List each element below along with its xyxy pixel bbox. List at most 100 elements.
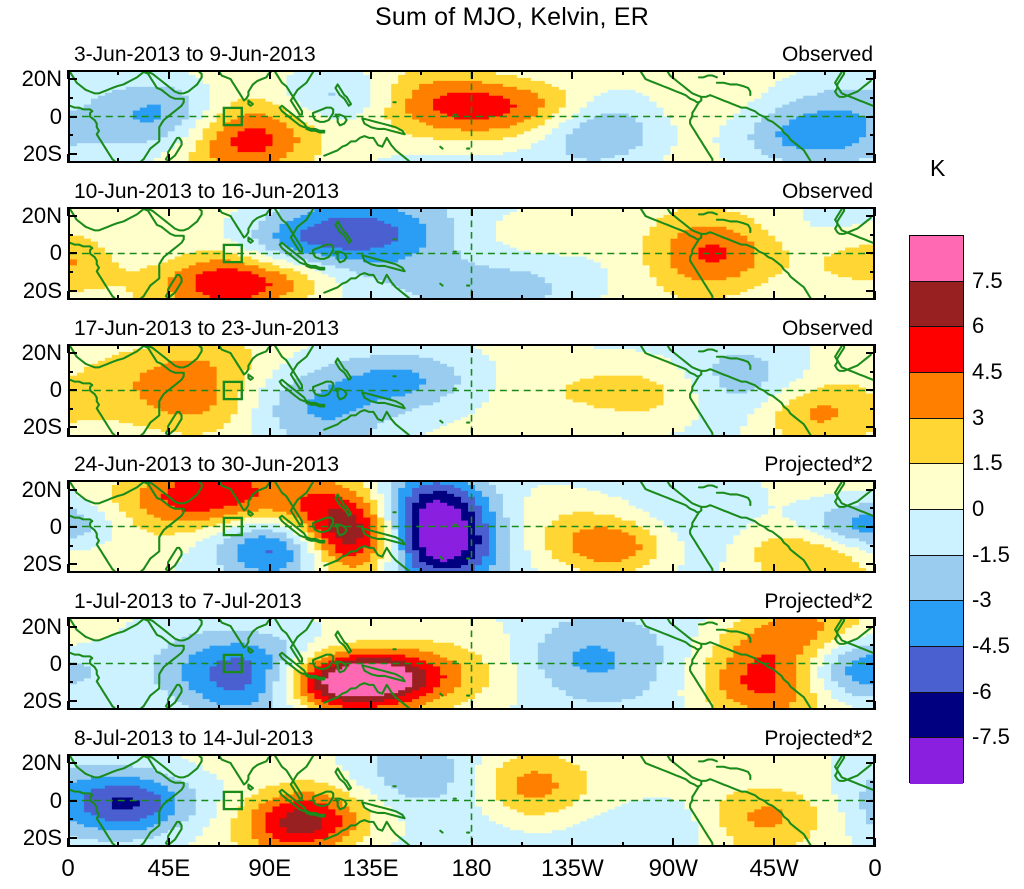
x-tick-label: 135E: [342, 855, 399, 882]
y-tick-mark: [68, 252, 77, 255]
x-tick-mark: [369, 701, 372, 711]
x-tick-mark: [319, 705, 322, 711]
x-tick-mark: [369, 290, 372, 300]
y-tick-label: 20N: [21, 750, 62, 776]
y-tick-mark: [68, 426, 77, 429]
map-panel-5: [68, 617, 875, 711]
x-tick-mark: [420, 842, 423, 847]
x-tick-mark: [571, 206, 574, 216]
colorbar-band: [910, 236, 963, 282]
region-marker-box: [222, 790, 243, 811]
x-tick-mark: [823, 754, 826, 759]
x-tick-mark: [167, 754, 170, 763]
x-tick-mark: [672, 564, 675, 574]
x-tick-mark: [319, 206, 322, 212]
colorbar-band: [910, 601, 963, 647]
map-panel-4: [68, 480, 875, 574]
x-tick-mark: [773, 701, 776, 711]
y-tick-mark: [68, 563, 77, 566]
colorbar-band: [910, 464, 963, 510]
y-tick-mark: [866, 351, 875, 354]
x-tick-mark: [117, 617, 120, 623]
x-tick-mark: [874, 838, 876, 847]
x-tick-mark: [268, 154, 271, 163]
panel-field-5: [70, 619, 873, 709]
x-tick-mark: [672, 154, 675, 163]
x-tick-mark: [268, 701, 271, 711]
x-tick-mark: [218, 705, 221, 711]
x-tick-mark: [621, 158, 624, 163]
colorbar-band: [910, 281, 963, 328]
x-tick-mark: [672, 343, 675, 353]
x-tick-mark: [470, 290, 473, 300]
x-tick-mark: [218, 158, 221, 163]
x-tick-mark: [773, 427, 776, 437]
x-tick-mark: [874, 564, 876, 574]
x-tick-mark: [319, 158, 322, 163]
x-tick-mark: [319, 617, 322, 623]
x-tick-mark: [571, 70, 574, 79]
x-tick-mark: [268, 754, 271, 763]
x-tick-mark: [420, 206, 423, 212]
y-tick-mark: [866, 699, 875, 702]
panel-field-3: [70, 345, 873, 435]
colorbar-unit-label: K: [930, 155, 946, 181]
x-tick-mark: [369, 480, 372, 490]
map-panel-1: [68, 70, 875, 163]
y-tick-mark: [870, 780, 875, 783]
colorbar-tick-label: 1.5: [972, 450, 1003, 476]
x-tick-mark: [874, 290, 876, 300]
x-tick-mark: [67, 427, 69, 437]
x-tick-mark: [672, 617, 675, 627]
x-axis-labels: 0 45E 90E 135E 180 135W 90W 45W 0: [0, 856, 1024, 886]
panel-kind-label-1: Observed: [781, 43, 873, 66]
x-tick-mark: [167, 564, 170, 574]
x-tick-mark: [268, 70, 271, 79]
x-tick-mark: [67, 838, 69, 847]
x-tick-mark: [420, 568, 423, 574]
colorbar: [909, 235, 964, 784]
x-tick-mark: [117, 343, 120, 349]
x-tick-mark: [722, 431, 725, 437]
x-tick-mark: [722, 842, 725, 847]
map-panel-2: [68, 206, 875, 300]
y-tick-mark: [68, 233, 73, 236]
x-tick-mark: [319, 568, 322, 574]
x-tick-mark: [268, 480, 271, 490]
x-tick-mark: [621, 568, 624, 574]
x-tick-mark: [823, 158, 826, 163]
x-tick-mark: [369, 427, 372, 437]
y-tick-mark: [68, 525, 77, 528]
y-tick-mark: [866, 762, 875, 765]
x-tick-mark: [470, 480, 473, 490]
region-marker-box: [222, 380, 243, 400]
x-tick-mark: [218, 206, 221, 212]
x-tick-mark: [571, 290, 574, 300]
region-marker-box: [222, 517, 243, 537]
panel-date-label-5: 1-Jul-2013 to 7-Jul-2013: [74, 590, 302, 614]
x-tick-mark: [722, 206, 725, 212]
x-tick-mark: [167, 480, 170, 490]
panel-date-label-1: 3-Jun-2013 to 9-Jun-2013: [74, 43, 316, 66]
y-tick-mark: [68, 780, 73, 783]
panel-date-label-2: 10-Jun-2013 to 16-Jun-2013: [74, 179, 340, 203]
x-tick-mark: [167, 290, 170, 300]
x-tick-mark: [218, 568, 221, 574]
region-marker-box: [222, 243, 243, 264]
x-tick-mark: [722, 294, 725, 300]
x-tick-mark: [470, 838, 473, 847]
x-tick-mark: [218, 842, 221, 847]
x-tick-mark: [773, 70, 776, 79]
region-marker-box: [222, 106, 243, 127]
x-tick-label: 45W: [749, 855, 799, 882]
y-tick-mark: [68, 78, 77, 81]
panel-date-label-3: 17-Jun-2013 to 23-Jun-2013: [74, 316, 340, 340]
x-tick-mark: [621, 754, 624, 759]
y-tick-mark: [866, 625, 875, 628]
x-tick-mark: [571, 564, 574, 574]
y-tick-label: 0: [49, 650, 62, 676]
y-tick-mark: [870, 818, 875, 821]
y-tick-label: 20S: [22, 140, 62, 166]
x-tick-mark: [520, 158, 523, 163]
region-marker-box: [222, 653, 243, 674]
